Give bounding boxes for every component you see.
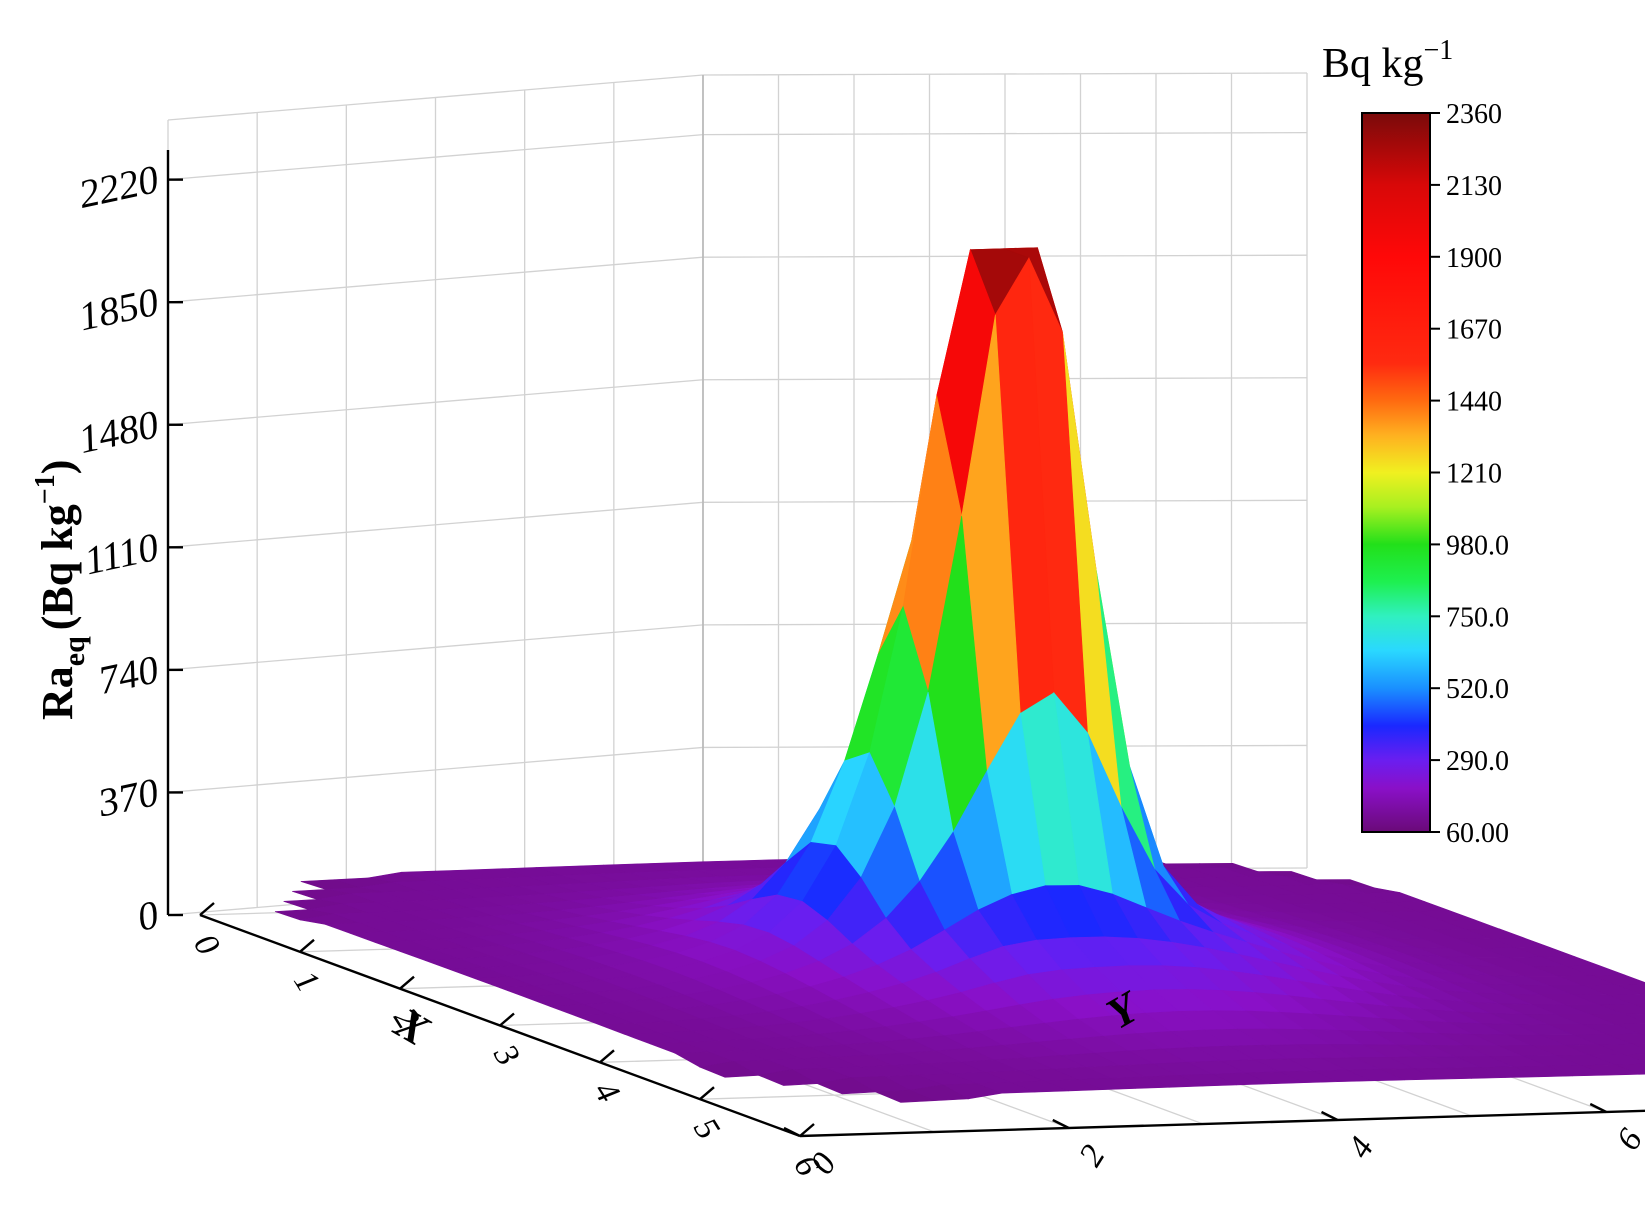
colorbar-tick-label: 980.0 xyxy=(1446,530,1509,561)
x-tick-mark xyxy=(799,1123,815,1137)
y-tick-label: 2 xyxy=(1072,1139,1112,1173)
y-tick-label: 0 xyxy=(803,1147,843,1181)
colorbar-title: Bq kg−1 xyxy=(1322,35,1453,87)
z-axis-title: Raeq(Bq kg−1) xyxy=(30,460,91,720)
colorbar: 2360 2130 1900 1670 1440 1210 980.0 750.0 520.0 2… xyxy=(1361,99,1509,849)
colorbar-tick-label: 2360 xyxy=(1446,99,1502,130)
colorbar-tick-label: 1440 xyxy=(1446,387,1502,418)
y-tick-mark xyxy=(783,1126,801,1138)
colorbar-tick-label: 520.0 xyxy=(1446,674,1509,705)
y-tick-label: 6 xyxy=(1610,1123,1645,1157)
z-tick-label: 2220 xyxy=(75,156,163,217)
x-tick-label: 1 xyxy=(286,965,326,999)
colorbar-gradient xyxy=(1361,112,1431,833)
y-tick-label: 4 xyxy=(1341,1131,1381,1165)
colorbar-tick-label: 750.0 xyxy=(1446,602,1509,633)
x-tick-mark xyxy=(499,1012,515,1027)
y-tick-mark xyxy=(1589,1102,1607,1114)
x-tick-mark xyxy=(299,938,315,953)
x-tick-label: 4 xyxy=(586,1075,626,1109)
z-tick-label: 0 xyxy=(133,892,162,940)
colorbar-tick-label: 60.00 xyxy=(1446,818,1509,849)
z-tick-label: 1110 xyxy=(81,524,163,583)
y-tick-mark xyxy=(1320,1110,1339,1122)
left-wall-grid xyxy=(167,74,704,916)
x-tick-mark xyxy=(399,975,415,990)
x-tick-label: 5 xyxy=(686,1112,726,1146)
z-tick-label: 1850 xyxy=(75,279,163,340)
surface-layer xyxy=(274,247,1645,1103)
colorbar-tick-label: 2130 xyxy=(1446,171,1502,202)
colorbar-tick-label: 1670 xyxy=(1446,315,1502,346)
colorbar-tick-label: 1210 xyxy=(1446,459,1502,490)
surface-patch xyxy=(875,1089,935,1103)
x-tick-mark xyxy=(699,1086,715,1101)
colorbar-tick-label: 290.0 xyxy=(1446,746,1509,777)
x-tick-label: 0 xyxy=(186,928,226,962)
z-tick-label: 740 xyxy=(94,646,162,702)
z-tick-label: 370 xyxy=(93,769,162,826)
y-tick-mark xyxy=(1052,1118,1070,1130)
z-tick-label: 1480 xyxy=(75,401,163,462)
x-tick-mark xyxy=(199,902,215,916)
x-tick-mark xyxy=(599,1049,615,1064)
y-axis-line xyxy=(799,1109,1645,1138)
x-tick-label: 3 xyxy=(486,1037,527,1072)
colorbar-tick-label: 1900 xyxy=(1446,243,1502,274)
